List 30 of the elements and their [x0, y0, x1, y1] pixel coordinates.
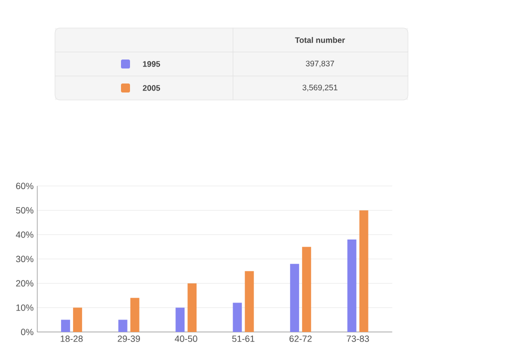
bar: [188, 283, 197, 332]
x-tick-label: 51-61: [232, 336, 254, 342]
legend-label: 2005: [142, 85, 160, 91]
bar: [244, 271, 254, 332]
bar: [290, 264, 300, 332]
text: 397,837: [306, 60, 334, 68]
bar: [347, 240, 356, 332]
y-tick-label: 10%: [16, 304, 34, 311]
bar: [73, 308, 82, 332]
legend-label: 1995: [143, 61, 160, 67]
y-tick-label: 60%: [16, 182, 34, 190]
bar: [302, 246, 312, 332]
bar: [176, 308, 185, 332]
y-tick-label: 0%: [21, 328, 34, 336]
x-tick-label: 40-50: [174, 336, 198, 342]
x-tick-label: 62-72: [290, 336, 312, 342]
bar: [359, 210, 368, 332]
y-tick-label: 50%: [16, 207, 34, 214]
bar: [61, 320, 70, 332]
x-tick-label: 18-28: [60, 336, 83, 342]
y-tick-label: 40%: [16, 231, 34, 238]
bar: [118, 320, 128, 332]
x-tick-label: 73-83: [346, 336, 369, 342]
x-tick-label: 29-39: [118, 336, 140, 342]
text: Total number: [295, 37, 345, 43]
y-tick-label: 20%: [16, 280, 34, 287]
bar: [130, 298, 140, 332]
y-tick-label: 30%: [16, 256, 34, 262]
text: 3,569,251: [302, 84, 338, 92]
bar: [232, 302, 242, 332]
